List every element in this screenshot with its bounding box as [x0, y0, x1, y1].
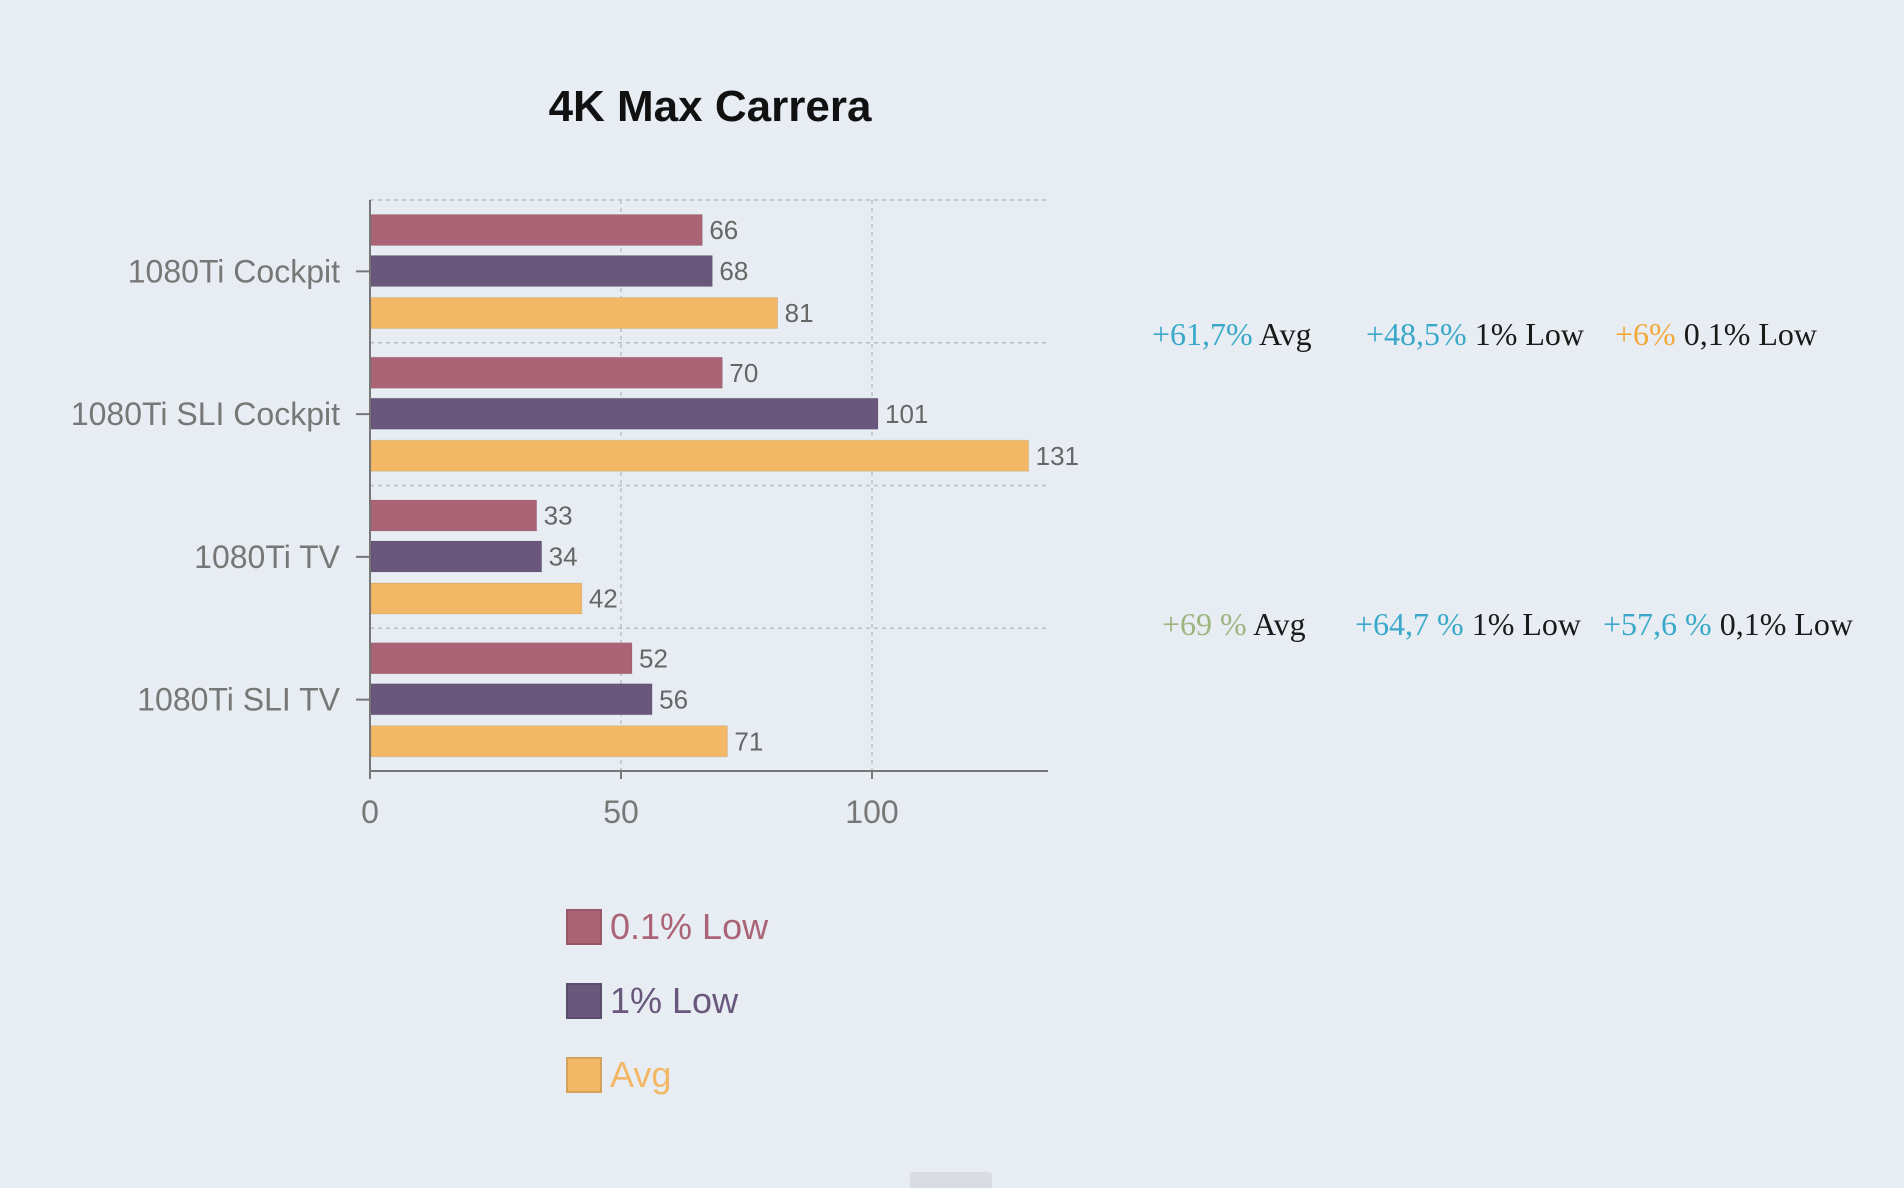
annotation-label: Avg: [1258, 316, 1312, 352]
category-label: 1080Ti Cockpit: [128, 253, 340, 289]
bar-value-label: 101: [885, 399, 928, 429]
legend-label: 1% Low: [610, 980, 739, 1021]
annotation-1-low: +48,5% 1% Low: [1366, 316, 1584, 353]
chart-title: 4K Max Carrera: [548, 82, 872, 131]
bar-value-label: 33: [544, 501, 573, 531]
axes: 1080Ti Cockpit 1080Ti SLI Cockpit 1080Ti T…: [71, 200, 1048, 830]
legend-swatch: [566, 909, 602, 945]
bar: [370, 255, 713, 287]
bar: [370, 540, 543, 573]
grid: [370, 199, 1048, 771]
bar-value-label: 71: [734, 726, 763, 756]
category-label: 1080Ti TV: [194, 539, 341, 575]
annotation-pct: +69 %: [1162, 606, 1247, 642]
annotation-label: 0,1% Low: [1683, 316, 1818, 352]
annotation-0.1-low: +57,6 % 0,1% Low: [1603, 606, 1853, 643]
bar: [370, 582, 583, 615]
x-tick-label: 0: [361, 794, 379, 830]
legend-swatch: [566, 983, 602, 1019]
legend-item-1-low[interactable]: 1% Low: [566, 964, 768, 1038]
annotation-label: 1% Low: [1474, 316, 1585, 352]
legend-item-avg[interactable]: Avg: [566, 1038, 768, 1112]
bar: [370, 725, 728, 758]
category-label: 1080Ti SLI TV: [137, 682, 340, 718]
annotation-label: 1% Low: [1471, 606, 1582, 642]
annotation-pct: +6%: [1615, 316, 1676, 352]
bar: [370, 683, 653, 716]
bar: [370, 439, 1030, 472]
bar-value-label: 56: [659, 684, 688, 714]
annotation-pct: +61,7%: [1152, 316, 1253, 352]
annotation-pct: +64,7 %: [1355, 606, 1464, 642]
bars: 66 68 81 70 101 131 33 34 42 52 56 71: [370, 214, 1079, 758]
annotation-label: Avg: [1252, 606, 1306, 642]
annotation-0.1-low: +6% 0,1% Low: [1615, 316, 1817, 353]
bar: [370, 297, 779, 329]
bar: [370, 499, 538, 532]
annotation-pct: +57,6 %: [1603, 606, 1712, 642]
annotation-avg: +69 % Avg: [1162, 606, 1306, 643]
bar-value-label: 34: [549, 542, 578, 572]
bar: [370, 642, 633, 675]
annotation-label: 0,1% Low: [1719, 606, 1854, 642]
x-tick-label: 50: [603, 794, 639, 830]
legend-item-0.1-low[interactable]: 0.1% Low: [566, 890, 768, 964]
bar-value-label: 81: [785, 298, 814, 328]
bar-value-label: 131: [1036, 441, 1079, 471]
legend-swatch: [566, 1057, 602, 1093]
legend: 0.1% Low 1% Low Avg: [566, 890, 768, 1112]
bar-value-label: 52: [639, 643, 668, 673]
x-tick-label: 100: [845, 794, 898, 830]
bar-value-label: 70: [729, 358, 758, 388]
annotation-avg: +61,7% Avg: [1152, 316, 1312, 353]
bar: [370, 214, 703, 246]
bar-value-label: 68: [719, 256, 748, 286]
bar-value-label: 66: [709, 215, 738, 245]
bottom-handle[interactable]: [910, 1172, 992, 1188]
annotation-1-low: +64,7 % 1% Low: [1355, 606, 1581, 643]
bar: [370, 397, 879, 430]
legend-label: 0.1% Low: [610, 906, 769, 947]
annotation-pct: +48,5%: [1366, 316, 1467, 352]
category-label: 1080Ti SLI Cockpit: [71, 396, 340, 432]
bar-value-label: 42: [589, 584, 618, 614]
bar: [370, 356, 723, 389]
legend-label: Avg: [610, 1054, 672, 1095]
